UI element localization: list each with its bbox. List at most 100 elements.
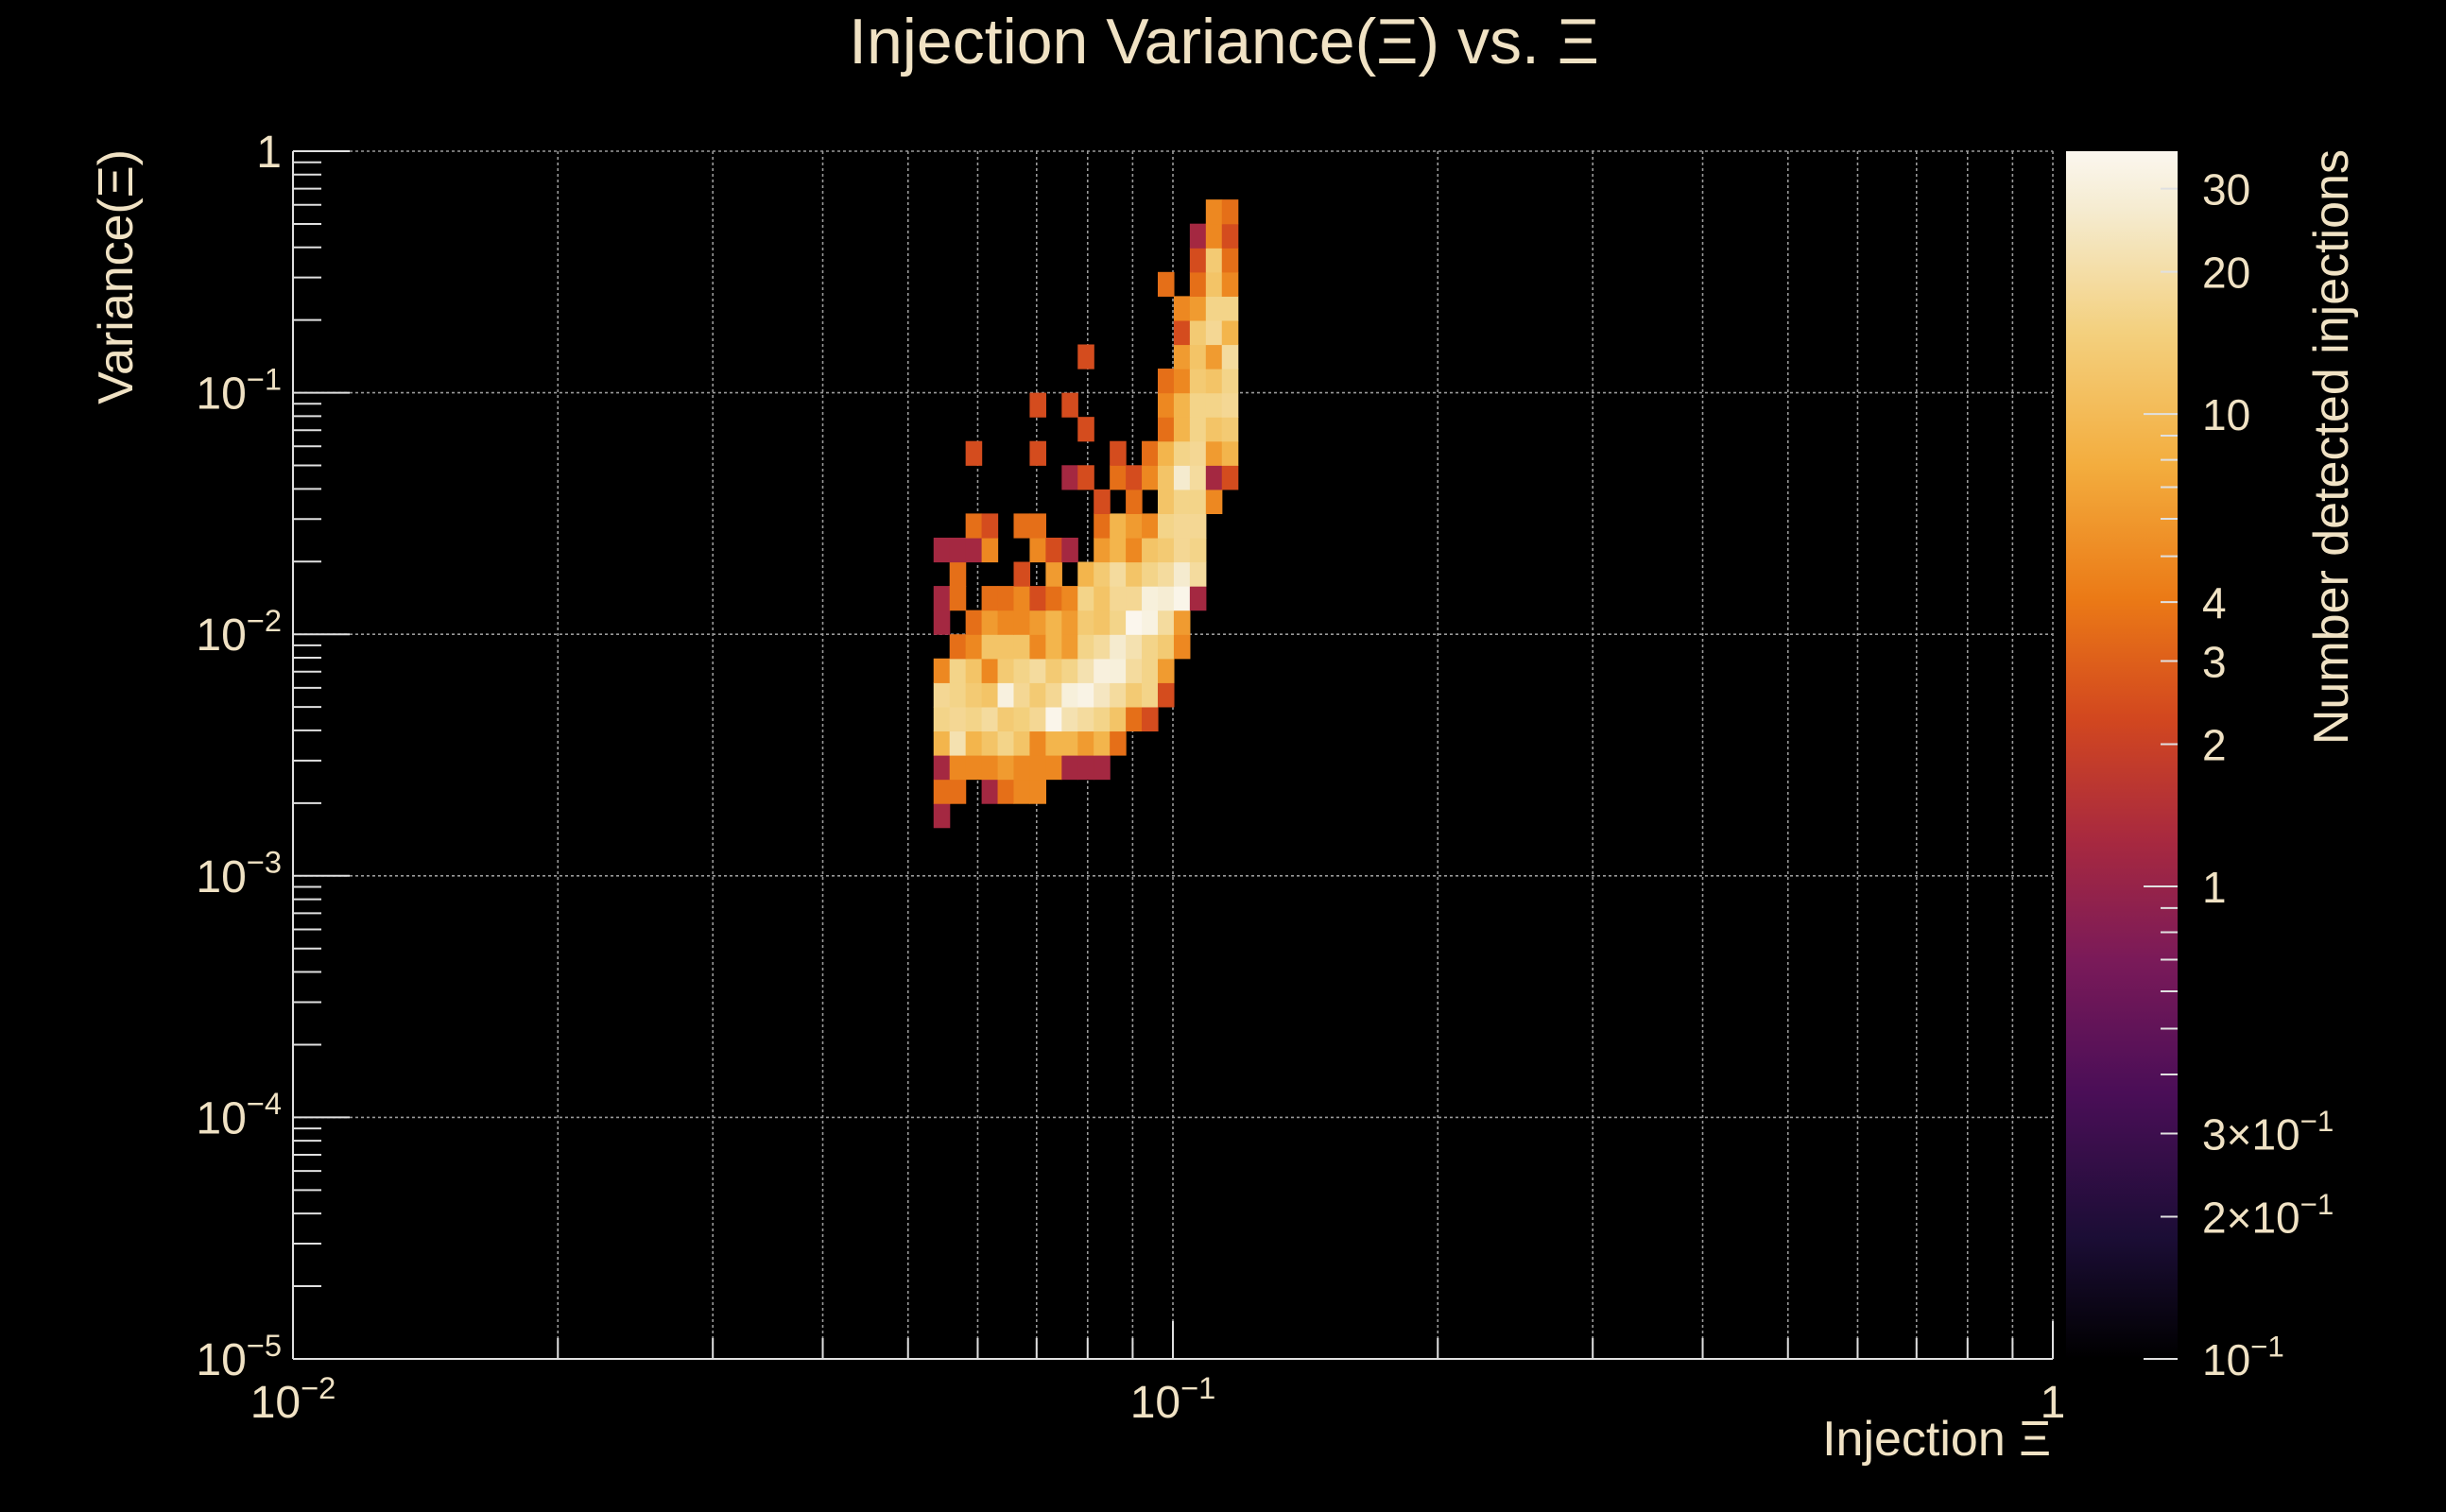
heatmap-cell [981,610,999,635]
y-tick-label: 10−4 [196,1086,282,1143]
heatmap-cell [1094,586,1111,611]
heatmap-cell [1205,344,1223,369]
heatmap-cell [1205,465,1223,490]
heatmap-cell [949,586,967,611]
heatmap-cell [1013,706,1031,732]
heatmap-cell [949,658,967,683]
heatmap-cell [1013,658,1031,683]
heatmap-cell [1157,561,1175,587]
heatmap-cell [965,706,983,732]
heatmap-cell [981,634,999,660]
heatmap-cell [1029,658,1046,683]
heatmap-cell [949,755,967,781]
heatmap-cell [1110,440,1127,466]
heatmap-cell [1077,465,1094,490]
heatmap-cell [981,658,999,683]
grid-lines [293,150,2054,1359]
heatmap-cell [933,682,951,708]
x-tick-label: 10−1 [1130,1370,1216,1428]
heatmap-cell [1189,561,1207,587]
heatmap-cell [1094,513,1111,539]
heatmap-cell [1173,465,1191,490]
heatmap-cell [1221,199,1239,225]
heatmap-cell [1094,634,1111,660]
heatmap-cell [965,682,983,708]
heatmap-cell [1205,319,1223,346]
heatmap-cell [1205,417,1223,442]
heatmap-cell [1126,561,1143,587]
heatmap-cell [1173,392,1191,418]
heatmap-cell [1094,561,1111,587]
heatmap-cell [1061,682,1078,708]
heatmap-cell [965,610,983,635]
heatmap-cells [933,199,1239,829]
heatmap-cell [965,537,983,563]
heatmap-cell [1061,634,1078,660]
colorbar-tick-label: 3 [2202,638,2227,687]
heatmap-cell [1205,271,1223,297]
heatmap-cell [997,610,1015,635]
heatmap-cell [1110,706,1127,732]
heatmap-cell [1110,465,1127,490]
heatmap-cell [1110,537,1127,563]
heatmap-cell [965,440,983,466]
x-tick-label: 1 [2041,1378,2066,1428]
heatmap-cell [1029,537,1046,563]
heatmap-cell [1094,682,1111,708]
heatmap-cell [1013,730,1031,756]
heatmap-cell [1189,465,1207,490]
heatmap-cell [1173,513,1191,539]
heatmap-cell [933,658,951,683]
heatmap-cell [1205,296,1223,321]
heatmap-cell [981,706,999,732]
y-tick-label: 1 [256,128,282,178]
heatmap-cell [1013,561,1031,587]
x-tick-label: 10−2 [250,1370,336,1428]
heatmap-cell [1173,296,1191,321]
heatmap-cell [1094,755,1111,781]
heatmap-cell [1173,537,1191,563]
y-tick-label: 10−1 [196,361,282,419]
heatmap-cell [1077,706,1094,732]
heatmap-cell [1013,779,1031,804]
heatmap-cell [1221,369,1239,394]
heatmap-cell [1157,586,1175,611]
heatmap-cell [1221,319,1239,346]
heatmap-cell [1221,440,1239,466]
heatmap-cell [1205,369,1223,394]
heatmap-cell [1173,369,1191,394]
heatmap-cell [981,513,999,539]
heatmap-cell [1029,755,1046,781]
heatmap-cell [1205,392,1223,418]
heatmap-cell [1094,537,1111,563]
heatmap-cell [1077,682,1094,708]
colorbar-tick-label: 2 [2202,721,2227,770]
heatmap-cell [1189,319,1207,346]
colorbar-tick-label: 2×10−1 [2202,1188,2334,1242]
heatmap-cell [1173,489,1191,514]
heatmap-cell [1205,223,1223,249]
heatmap-cell [1142,706,1159,732]
heatmap-cell [1189,344,1207,369]
heatmap-cell [1110,610,1127,635]
heatmap-cell [1221,392,1239,418]
heatmap-cell [1013,682,1031,708]
heatmap-cell [1029,779,1046,804]
heatmap-cell [1077,610,1094,635]
heatmap-cell [1094,658,1111,683]
heatmap-cell [1045,610,1062,635]
heatmap-cell [1077,344,1094,369]
heatmap-cell [1157,610,1175,635]
heatmap-cell [1061,465,1078,490]
heatmap-cell [1126,634,1143,660]
heatmap-cell [1157,634,1175,660]
heatmap-cell [1077,417,1094,442]
heatmap-cell [1126,513,1143,539]
heatmap-cell [1221,417,1239,442]
heatmap-cell [1142,586,1159,611]
colorbar [2066,151,2178,1359]
heatmap-cell [1061,755,1078,781]
heatmap-cell [1189,248,1207,273]
colorbar-tick-label: 10−1 [2202,1331,2284,1384]
